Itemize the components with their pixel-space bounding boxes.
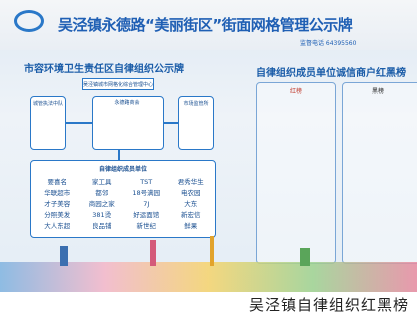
left-box: 城管执法中队 (30, 96, 66, 150)
member-name: 7J (126, 199, 166, 210)
caption: 吴泾镇自律组织红黑榜 (249, 294, 409, 315)
member-name: 分照美发 (37, 210, 77, 221)
red-list-column: 红榜 (256, 82, 336, 264)
member-name: TST (126, 177, 166, 188)
member-name: 新世纪 (126, 221, 166, 232)
member-name: 381烫 (82, 210, 122, 221)
member-name: 好运面馆 (126, 210, 166, 221)
building (300, 248, 310, 266)
board-photo: 吴泾镇永德路“美丽街区”街面网格管理公示牌 监督电话 64395560 市容环境… (0, 0, 417, 292)
member-name: 才子美容 (37, 199, 77, 210)
member-name: 家工具 (82, 177, 122, 188)
member-name: 商园之家 (82, 199, 122, 210)
member-name: 君秀华生 (171, 177, 211, 188)
right-panel-title: 自律组织成员单位诚信商户红黑榜 (256, 64, 406, 79)
skyline (0, 262, 417, 292)
member-name: 都邻 (82, 188, 122, 199)
member-name: 华联超市 (37, 188, 77, 199)
board-phone: 监督电话 64395560 (300, 38, 356, 47)
member-heading: 自律组织成员单位 (31, 164, 215, 173)
member-name: 18号满园 (126, 188, 166, 199)
black-list-column: 黑榜 (342, 82, 417, 264)
member-name: 新宏信 (171, 210, 211, 221)
member-name: 要喜名 (37, 177, 77, 188)
black-list-heading: 黑榜 (343, 86, 413, 95)
member-name: 大人东超 (37, 221, 77, 232)
member-name: 鲜果 (171, 221, 211, 232)
building (150, 240, 156, 266)
top-box: 吴泾镇城市网格化综合管理中心 (82, 78, 154, 90)
building (60, 246, 68, 266)
arrow (164, 122, 178, 124)
member-name: 良品铺 (82, 221, 122, 232)
arrow (66, 122, 92, 124)
member-column: 君秀华生电农园大东新宏信鲜果 (171, 177, 211, 235)
member-name: 大东 (171, 199, 211, 210)
board-title: 吴泾镇永德路“美丽街区”街面网格管理公示牌 (58, 14, 352, 35)
member-column: 要喜名华联超市才子美容分照美发大人东超 (37, 177, 77, 235)
logo (14, 10, 44, 32)
middle-box: 永德路商会 (95, 99, 159, 108)
building (210, 236, 214, 266)
member-name: 电农园 (171, 188, 211, 199)
page: {"board": { "title": "吴泾镇永德路“美丽街区”街面网格管理… (0, 0, 417, 317)
red-list-heading: 红榜 (257, 86, 335, 95)
left-panel-title: 市容环境卫生责任区自律组织公示牌 (24, 60, 184, 75)
middle-group: 永德路商会 (92, 96, 164, 150)
right-box: 市场监管所 (178, 96, 214, 150)
